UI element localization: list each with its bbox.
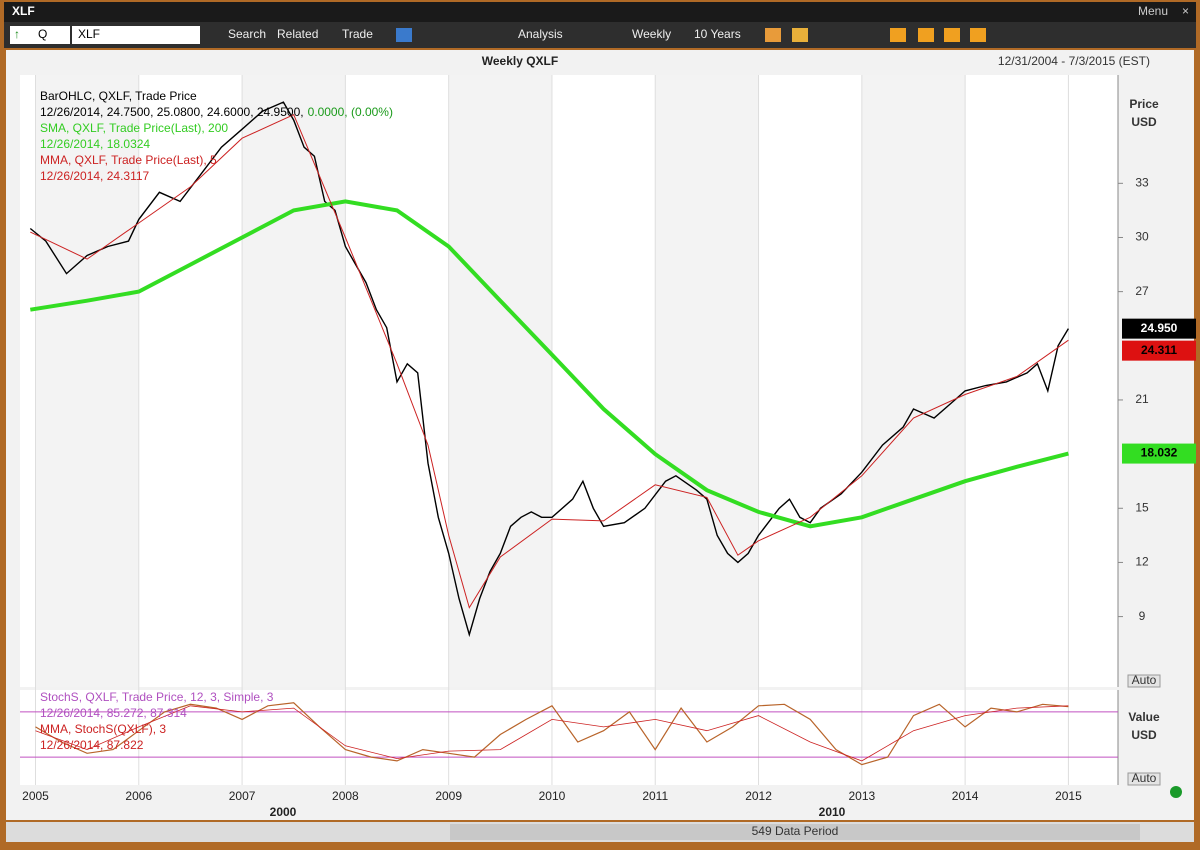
y-tick-label: 15 bbox=[1135, 500, 1149, 514]
chart-icon[interactable] bbox=[765, 28, 781, 42]
x-tick-label: 2012 bbox=[745, 789, 772, 803]
trade-button[interactable]: Trade bbox=[342, 27, 373, 41]
legend-name: MMA, StochS(QXLF), 3 bbox=[40, 722, 166, 736]
symbol-prefix-box[interactable] bbox=[10, 26, 70, 44]
series-line bbox=[35, 702, 1069, 766]
nav-icon[interactable] bbox=[970, 28, 986, 42]
search-button[interactable]: Search bbox=[228, 27, 266, 41]
decade-label: 2000 bbox=[270, 805, 297, 819]
year-band bbox=[35, 75, 139, 687]
up-icon: ↑ bbox=[14, 27, 20, 41]
nav-icon[interactable] bbox=[944, 28, 960, 42]
window-title: XLF bbox=[12, 4, 35, 18]
nav-icon[interactable] bbox=[890, 28, 906, 42]
close-button[interactable]: × bbox=[1182, 4, 1189, 18]
year-band bbox=[242, 75, 346, 687]
series-line bbox=[29, 101, 1070, 638]
x-tick-label: 2015 bbox=[1055, 789, 1082, 803]
axis-title: USD bbox=[1131, 728, 1157, 742]
last-value-box bbox=[1122, 443, 1196, 464]
axis-title: USD bbox=[1131, 115, 1157, 129]
auto-label: Auto bbox=[1132, 771, 1157, 785]
legend-name: BarOHLC, QXLF, Trade Price bbox=[40, 89, 197, 103]
interval-button[interactable]: Weekly bbox=[632, 27, 671, 41]
y-tick-label: 21 bbox=[1135, 392, 1149, 406]
series-line bbox=[35, 705, 1069, 762]
x-tick-label: 2009 bbox=[435, 789, 462, 803]
x-tick-label: 2013 bbox=[848, 789, 875, 803]
symbol-prefix[interactable]: Q bbox=[38, 27, 47, 41]
x-tick-label: 2006 bbox=[125, 789, 152, 803]
legend-detail: 12/26/2014, 18.0324 bbox=[40, 137, 150, 151]
scroll-thumb[interactable] bbox=[450, 824, 1140, 840]
y-tick-label: 27 bbox=[1135, 284, 1149, 298]
date-range: 12/31/2004 - 7/3/2015 (EST) bbox=[998, 54, 1150, 68]
title-bar bbox=[4, 2, 1196, 22]
status-dot bbox=[1170, 786, 1182, 798]
auto-label: Auto bbox=[1132, 673, 1157, 687]
last-value-box bbox=[1122, 318, 1196, 339]
y-tick-label: 9 bbox=[1139, 609, 1146, 623]
year-band bbox=[448, 75, 552, 687]
x-tick-label: 2008 bbox=[332, 789, 359, 803]
legend-detail: 12/26/2014, 85.272, 87.314 bbox=[40, 706, 187, 720]
y-tick-label: 12 bbox=[1135, 555, 1149, 569]
year-band bbox=[655, 75, 759, 687]
menu-button[interactable]: Menu bbox=[1138, 4, 1168, 18]
stoch-plot bbox=[20, 690, 1118, 785]
nav-icon[interactable] bbox=[918, 28, 934, 42]
study-icon[interactable] bbox=[792, 28, 808, 42]
toolbar bbox=[4, 22, 1196, 48]
undo-icon[interactable] bbox=[396, 28, 412, 42]
legend-detail: 12/26/2014, 87.822 bbox=[40, 738, 144, 752]
data-period: 549 Data Period bbox=[752, 824, 839, 838]
year-band bbox=[861, 75, 966, 687]
y-tick-label: 30 bbox=[1135, 230, 1149, 244]
symbol-input[interactable] bbox=[72, 26, 200, 44]
legend-name: SMA, QXLF, Trade Price(Last), 200 bbox=[40, 121, 228, 135]
decade-label: 2010 bbox=[819, 805, 846, 819]
last-value-box bbox=[1122, 340, 1196, 361]
last-value-label: 18.032 bbox=[1141, 446, 1178, 460]
legend-detail: 12/26/2014, 24.7500, 25.0800, 24.6000, 2… bbox=[40, 105, 304, 119]
analysis-button[interactable]: Analysis bbox=[518, 27, 563, 41]
x-tick-label: 2005 bbox=[22, 789, 49, 803]
last-value-label: 24.311 bbox=[1141, 343, 1177, 357]
x-tick-label: 2010 bbox=[539, 789, 566, 803]
legend-change: 0.0000, (0.00%) bbox=[308, 105, 393, 119]
last-value-label: 24.950 bbox=[1141, 321, 1178, 335]
x-tick-label: 2007 bbox=[229, 789, 256, 803]
auto-button[interactable] bbox=[1127, 674, 1161, 688]
series-line bbox=[30, 114, 1069, 609]
auto-button[interactable] bbox=[1127, 772, 1161, 786]
series-line bbox=[29, 199, 1069, 529]
axis-title: Value bbox=[1128, 710, 1160, 724]
span-button[interactable]: 10 Years bbox=[694, 27, 741, 41]
related-button[interactable]: Related bbox=[277, 27, 318, 41]
axis-title: Price bbox=[1129, 97, 1159, 111]
legend-name: MMA, QXLF, Trade Price(Last), 5 bbox=[40, 153, 217, 167]
y-tick-label: 33 bbox=[1135, 175, 1149, 189]
x-tick-label: 2014 bbox=[952, 789, 979, 803]
x-tick-label: 2011 bbox=[642, 789, 668, 803]
legend-detail: 12/26/2014, 24.3117 bbox=[40, 169, 150, 183]
chart-title: Weekly QXLF bbox=[482, 54, 558, 68]
legend-name: StochS, QXLF, Trade Price, 12, 3, Simple… bbox=[40, 690, 274, 704]
symbol-text[interactable]: XLF bbox=[78, 27, 100, 41]
